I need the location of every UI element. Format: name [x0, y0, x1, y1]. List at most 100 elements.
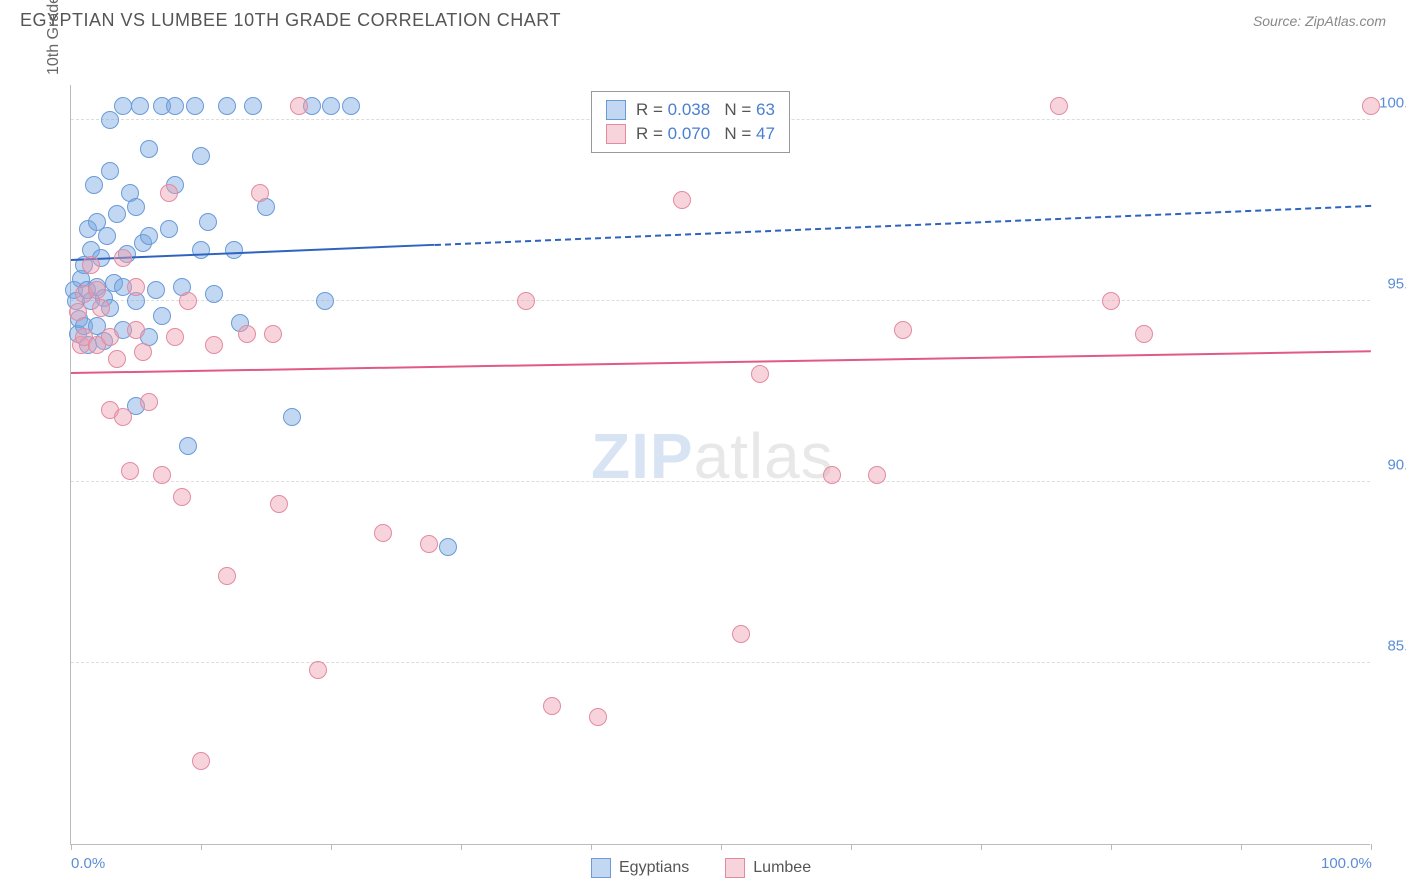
data-point-lumbee	[192, 752, 210, 770]
plot-region: ZIPatlas 85.0%90.0%95.0%100.0%0.0%100.0%…	[70, 85, 1370, 845]
data-point-lumbee	[732, 625, 750, 643]
x-tick	[1371, 844, 1372, 850]
data-point-lumbee	[751, 365, 769, 383]
data-point-lumbee	[121, 462, 139, 480]
x-tick	[1241, 844, 1242, 850]
legend-item: Lumbee	[725, 858, 811, 878]
data-point-egyptians	[192, 241, 210, 259]
legend-swatch	[725, 858, 745, 878]
data-point-egyptians	[140, 140, 158, 158]
data-point-egyptians	[205, 285, 223, 303]
x-tick-label: 0.0%	[71, 855, 105, 872]
y-axis-label: 10th Grade	[45, 0, 63, 75]
data-point-lumbee	[517, 292, 535, 310]
legend-label: Egyptians	[619, 859, 689, 877]
data-point-lumbee	[205, 336, 223, 354]
data-point-egyptians	[108, 205, 126, 223]
x-tick	[721, 844, 722, 850]
series-legend: Egyptians Lumbee	[591, 858, 811, 878]
stats-text: R = 0.070 N = 47	[636, 124, 775, 144]
chart-title: EGYPTIAN VS LUMBEE 10TH GRADE CORRELATIO…	[20, 10, 561, 31]
data-point-egyptians	[186, 97, 204, 115]
data-point-egyptians	[225, 241, 243, 259]
data-point-egyptians	[147, 281, 165, 299]
data-point-egyptians	[101, 162, 119, 180]
grid-line	[71, 481, 1370, 482]
x-tick	[591, 844, 592, 850]
data-point-egyptians	[101, 111, 119, 129]
data-point-lumbee	[127, 321, 145, 339]
data-point-lumbee	[270, 495, 288, 513]
grid-line	[71, 662, 1370, 663]
data-point-lumbee	[309, 661, 327, 679]
data-point-egyptians	[140, 227, 158, 245]
data-point-egyptians	[218, 97, 236, 115]
data-point-egyptians	[114, 97, 132, 115]
data-point-egyptians	[342, 97, 360, 115]
data-point-lumbee	[127, 278, 145, 296]
data-point-egyptians	[160, 220, 178, 238]
data-point-lumbee	[166, 328, 184, 346]
trend-line-lumbee	[71, 350, 1371, 374]
data-point-lumbee	[82, 256, 100, 274]
data-point-egyptians	[127, 198, 145, 216]
legend-swatch	[591, 858, 611, 878]
data-point-lumbee	[69, 303, 87, 321]
x-tick-label: 100.0%	[1321, 855, 1372, 872]
data-point-lumbee	[251, 184, 269, 202]
grid-line	[71, 300, 1370, 301]
data-point-lumbee	[589, 708, 607, 726]
legend-swatch	[606, 100, 626, 120]
data-point-lumbee	[868, 466, 886, 484]
x-tick	[461, 844, 462, 850]
chart-header: EGYPTIAN VS LUMBEE 10TH GRADE CORRELATIO…	[0, 0, 1406, 35]
legend-item: Egyptians	[591, 858, 689, 878]
data-point-lumbee	[823, 466, 841, 484]
data-point-egyptians	[322, 97, 340, 115]
y-tick-label: 85.0%	[1387, 638, 1406, 655]
legend-label: Lumbee	[753, 859, 811, 877]
stats-text: R = 0.038 N = 63	[636, 100, 775, 120]
data-point-egyptians	[166, 97, 184, 115]
stats-legend: R = 0.038 N = 63 R = 0.070 N = 47	[591, 91, 790, 153]
data-point-lumbee	[543, 697, 561, 715]
data-point-lumbee	[1362, 97, 1380, 115]
data-point-lumbee	[114, 408, 132, 426]
x-tick	[851, 844, 852, 850]
data-point-lumbee	[114, 249, 132, 267]
data-point-lumbee	[134, 343, 152, 361]
data-point-lumbee	[1050, 97, 1068, 115]
watermark: ZIPatlas	[591, 419, 834, 493]
data-point-lumbee	[218, 567, 236, 585]
stats-row: R = 0.038 N = 63	[606, 98, 775, 122]
data-point-egyptians	[316, 292, 334, 310]
data-point-egyptians	[283, 408, 301, 426]
x-tick	[981, 844, 982, 850]
y-tick-label: 100.0%	[1379, 95, 1406, 112]
data-point-lumbee	[101, 328, 119, 346]
data-point-lumbee	[374, 524, 392, 542]
y-tick-label: 95.0%	[1387, 276, 1406, 293]
x-tick	[201, 844, 202, 850]
data-point-lumbee	[264, 325, 282, 343]
x-tick	[331, 844, 332, 850]
data-point-lumbee	[894, 321, 912, 339]
data-point-lumbee	[673, 191, 691, 209]
trend-line-egyptians	[435, 205, 1371, 246]
x-tick	[1111, 844, 1112, 850]
stats-row: R = 0.070 N = 47	[606, 122, 775, 146]
data-point-lumbee	[1135, 325, 1153, 343]
data-point-lumbee	[140, 393, 158, 411]
data-point-egyptians	[98, 227, 116, 245]
data-point-lumbee	[420, 535, 438, 553]
x-tick	[71, 844, 72, 850]
data-point-lumbee	[290, 97, 308, 115]
data-point-egyptians	[131, 97, 149, 115]
data-point-egyptians	[179, 437, 197, 455]
legend-swatch	[606, 124, 626, 144]
data-point-egyptians	[153, 307, 171, 325]
data-point-lumbee	[238, 325, 256, 343]
data-point-egyptians	[192, 147, 210, 165]
y-tick-label: 90.0%	[1387, 457, 1406, 474]
data-point-lumbee	[153, 466, 171, 484]
